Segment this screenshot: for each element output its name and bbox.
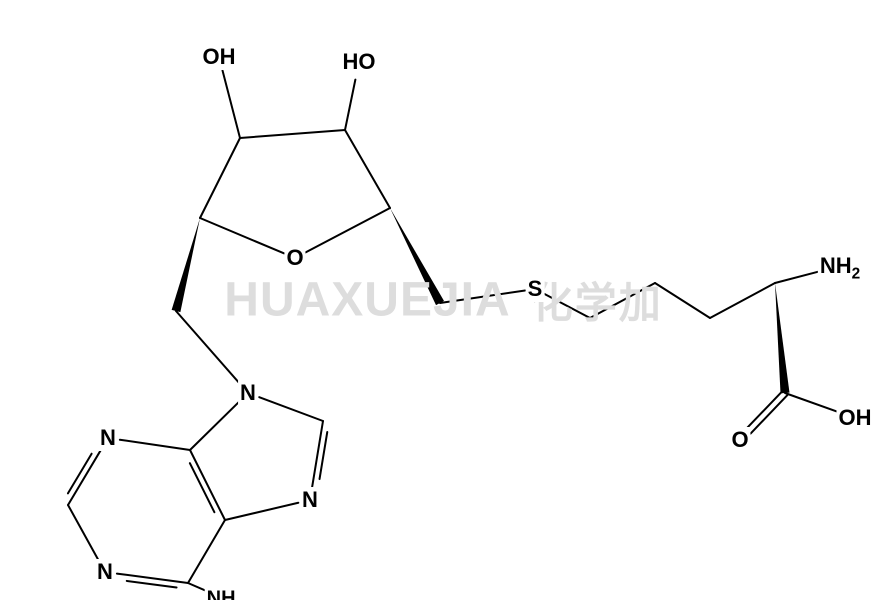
atom-N3: N [98, 425, 118, 451]
atom-O4p: O [284, 245, 305, 271]
atom-N9: N [238, 380, 258, 406]
molecule-drawing [0, 0, 887, 600]
atom-NH2a: NH2 [818, 253, 862, 279]
atom-Ocarb: O [729, 427, 750, 453]
atom-OHc: OH [837, 405, 874, 431]
atom-N7: N [300, 487, 320, 513]
atom-OH1: OH [201, 44, 238, 70]
atom-NH2p: NH2 [205, 588, 246, 600]
atom-S: S [526, 276, 545, 302]
atom-N1: N [95, 559, 115, 585]
atom-OH2: HO [341, 49, 378, 75]
